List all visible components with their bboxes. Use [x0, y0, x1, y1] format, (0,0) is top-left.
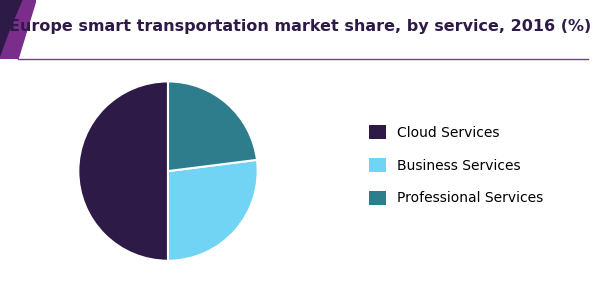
Wedge shape	[79, 81, 168, 261]
Wedge shape	[168, 160, 257, 261]
Polygon shape	[0, 0, 23, 59]
Polygon shape	[0, 0, 36, 59]
Text: Europe smart transportation market share, by service, 2016 (%): Europe smart transportation market share…	[9, 19, 591, 34]
Legend: Cloud Services, Business Services, Professional Services: Cloud Services, Business Services, Profe…	[369, 125, 543, 205]
Wedge shape	[168, 81, 257, 171]
